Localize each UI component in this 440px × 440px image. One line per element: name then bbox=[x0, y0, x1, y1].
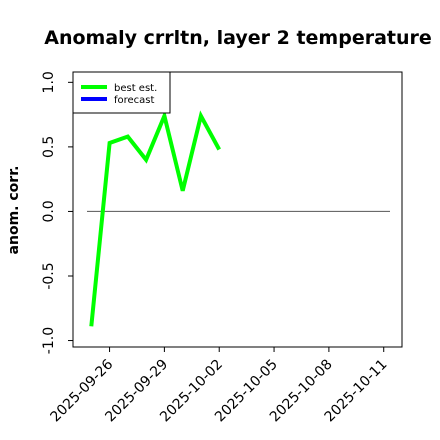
legend-box bbox=[72, 71, 171, 114]
legend-label: best est. bbox=[114, 83, 157, 94]
legend-label: forecast bbox=[114, 95, 155, 106]
series-line bbox=[89, 109, 221, 327]
plot-area: -1.0-0.50.00.51.02025-09-262025-09-29202… bbox=[41, 71, 403, 425]
legend: best est.forecast bbox=[72, 71, 171, 114]
y-tick-label: 1.0 bbox=[41, 71, 57, 93]
y-axis-label: anom. corr. bbox=[6, 166, 22, 255]
chart-title: Anomaly crrltn, layer 2 temperature bbox=[44, 27, 432, 49]
y-tick-label: -0.5 bbox=[41, 262, 57, 289]
y-tick-label: -1.0 bbox=[41, 327, 57, 354]
y-tick-label: 0.5 bbox=[41, 136, 57, 158]
y-tick-label: 0.0 bbox=[41, 200, 57, 222]
plot-frame bbox=[72, 71, 403, 348]
